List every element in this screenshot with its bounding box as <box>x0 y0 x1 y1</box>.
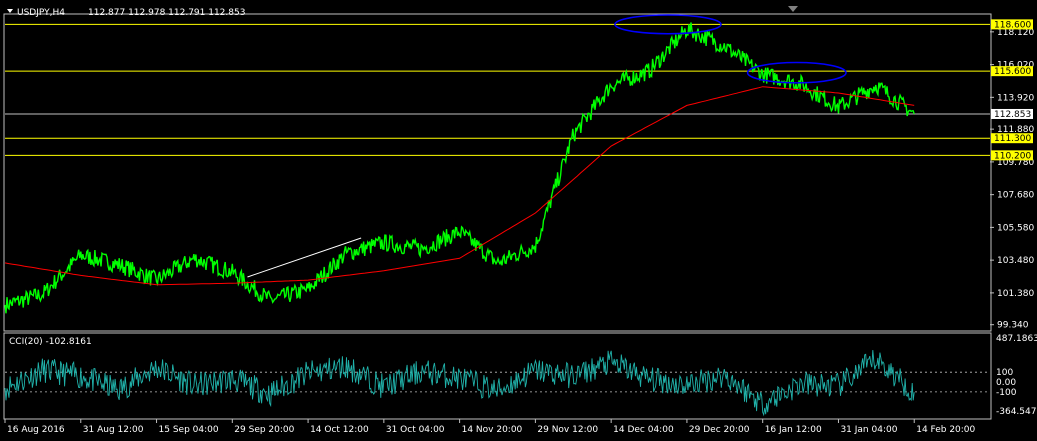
x-tick-label: 29 Sep 20:00 <box>234 425 294 435</box>
level-price-box <box>991 133 1033 144</box>
cci-label: CCI(20) -102.8161 <box>9 337 92 347</box>
y-tick-label: 107.680 <box>997 191 1034 201</box>
x-tick-label: 14 Nov 20:00 <box>462 425 523 435</box>
x-tick-label: 14 Dec 04:00 <box>613 425 674 435</box>
x-tick-label: 14 Oct 12:00 <box>310 425 369 435</box>
shift-marker-icon[interactable] <box>788 6 798 12</box>
y-tick-label: 101.380 <box>997 289 1034 299</box>
x-tick-label: 16 Jan 12:00 <box>765 425 822 435</box>
level-price-label: 111.300 <box>994 134 1031 144</box>
cci-level-label: -100 <box>996 388 1017 398</box>
cci-max-label: 487.1863 <box>996 334 1037 344</box>
y-tick-label: 111.880 <box>997 125 1034 135</box>
current-price-box <box>991 108 1033 119</box>
cci-line[interactable] <box>4 350 915 417</box>
price-series <box>4 22 915 314</box>
level-price-box <box>991 19 1033 30</box>
level-price-box <box>991 66 1033 77</box>
y-tick-label: 99.340 <box>997 321 1029 331</box>
y-tick-label: 105.580 <box>997 223 1034 233</box>
price-line[interactable] <box>4 22 915 314</box>
x-tick-label: 15 Sep 04:00 <box>159 425 219 435</box>
trendline[interactable] <box>247 237 362 278</box>
ellipse-marker[interactable] <box>614 14 722 35</box>
y-tick-label: 109.780 <box>997 158 1034 168</box>
y-tick-label: 116.020 <box>997 61 1034 71</box>
cci-panel-frame <box>3 332 992 420</box>
drawing-objects <box>247 14 847 278</box>
x-tick-label: 31 Jan 04:00 <box>840 425 897 435</box>
y-tick-label: 118.120 <box>997 28 1034 38</box>
cci-level-label: 0.00 <box>996 378 1016 388</box>
x-tick-label: 14 Feb 20:00 <box>916 425 975 435</box>
x-tick-label: 29 Dec 20:00 <box>689 425 750 435</box>
symbol-label: USDJPY,H4 <box>17 8 65 18</box>
moving-average-line[interactable] <box>4 86 915 286</box>
x-tick-label: 16 Aug 2016 <box>7 425 65 435</box>
price-panel-frame <box>3 13 992 332</box>
ohlc-label: 112.877 112.978 112.791 112.853 <box>88 8 245 18</box>
cci-level-label: 100 <box>996 368 1013 378</box>
x-tick-label: 31 Aug 12:00 <box>83 425 144 435</box>
x-tick-label: 31 Oct 04:00 <box>386 425 445 435</box>
level-price-label: 110.200 <box>994 151 1031 161</box>
level-price-box <box>991 150 1033 161</box>
y-tick-label: 113.920 <box>997 93 1034 103</box>
ellipse-marker[interactable] <box>746 61 847 84</box>
level-price-label: 118.600 <box>994 20 1031 30</box>
price-axis: 118.120 116.020 113.920 111.880 109.780 107.6… <box>990 28 1034 331</box>
level-price-label: 115.600 <box>994 67 1031 77</box>
y-tick-label: 103.480 <box>997 256 1034 266</box>
current-price-label: 112.853 <box>994 110 1031 120</box>
x-tick-label: 29 Nov 12:00 <box>537 425 598 435</box>
triangle-down-icon[interactable] <box>7 9 13 13</box>
horizontal-levels: 118.600 115.600 111.300 110.200 112.853 <box>5 19 1033 161</box>
time-axis: 16 Aug 2016 31 Aug 12:00 15 Sep 04:00 29 Se… <box>4 419 976 435</box>
cci-min-label: -364.5479 <box>996 407 1037 417</box>
